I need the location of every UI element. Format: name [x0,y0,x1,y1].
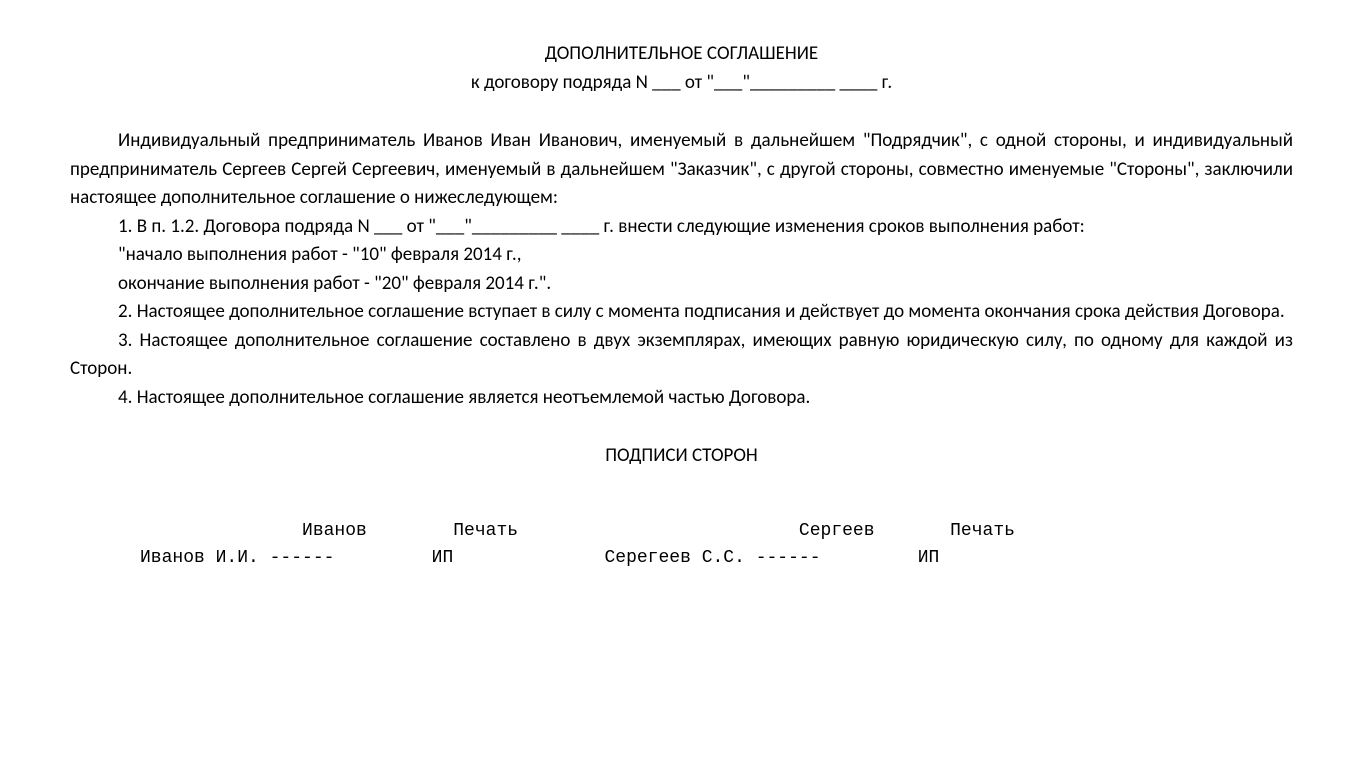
signature-row-2: Иванов И.И. ------ ИП Серегеев С.С. ----… [140,548,939,568]
document-body: Индивидуальный предприниматель Иванов Ив… [70,127,1293,412]
clause-1b: окончание выполнения работ - "20" феврал… [70,270,1293,299]
clause-1: 1. В п. 1.2. Договора подряда N ___ от "… [70,213,1293,242]
signature-row-1: Иванов Печать Сергеев Печать [140,521,1015,541]
clause-3: 3. Настоящее дополнительное соглашение с… [70,327,1293,384]
preamble-paragraph: Индивидуальный предприниматель Иванов Ив… [70,127,1293,213]
signature-block: Иванов Печать Сергеев Печать Иванов И.И.… [70,491,1293,572]
title-line-1: ДОПОЛНИТЕЛЬНОЕ СОГЛАШЕНИЕ [70,40,1293,69]
clause-1a: "начало выполнения работ - "10" февраля … [70,241,1293,270]
clause-2: 2. Настоящее дополнительное соглашение в… [70,298,1293,327]
document-title-block: ДОПОЛНИТЕЛЬНОЕ СОГЛАШЕНИЕ к договору под… [70,40,1293,97]
clause-4: 4. Настоящее дополнительное соглашение я… [70,384,1293,413]
signatures-title: ПОДПИСИ СТОРОН [70,442,1293,471]
title-line-2: к договору подряда N ___ от "___"_______… [70,69,1293,98]
